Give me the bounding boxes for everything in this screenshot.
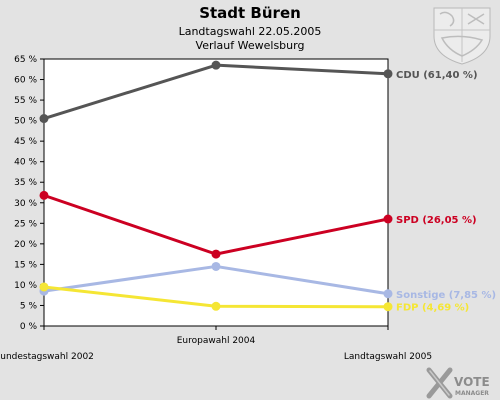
- x-axis: Bundestagswahl 2002 Europawahl 2004 Landta…: [0, 326, 432, 362]
- data-point-fdp: [383, 302, 393, 312]
- end-label-sonstige: Sonstige (7,85 %): [396, 290, 496, 301]
- y-axis: 0 % 5 % 10 % 15 % 20 % 25 % 30 % 35 % 40 % 45 % 50…: [14, 55, 44, 332]
- y-tick-label: 65 %: [14, 55, 37, 65]
- x-tick-label: Landtagswahl 2005: [344, 352, 432, 362]
- end-label-cdu: CDU (61,40 %): [396, 70, 478, 81]
- chart-title: Stadt Büren: [199, 4, 301, 22]
- y-tick-label: 20 %: [14, 240, 37, 250]
- end-label-layer: CDU (61,40 %) SPD (26,05 %) Sonstige (7,85…: [396, 70, 496, 314]
- data-point-fdp: [39, 282, 49, 292]
- y-tick-label: 25 %: [14, 219, 37, 229]
- data-point-spd: [39, 190, 49, 200]
- y-tick-label: 15 %: [14, 260, 37, 270]
- nrw-coat-of-arms-icon: [433, 7, 491, 65]
- end-label-fdp: FDP (4,69 %): [396, 303, 469, 314]
- x-tick-label: Europawahl 2004: [177, 336, 256, 346]
- y-tick-label: 45 %: [14, 137, 37, 147]
- y-tick-label: 0 %: [20, 322, 38, 332]
- data-point-cdu: [211, 60, 221, 70]
- y-tick-label: 55 %: [14, 96, 37, 106]
- y-tick-label: 5 %: [20, 301, 38, 311]
- logo-word-manager: MANAGER: [455, 390, 489, 397]
- x-mark-icon: [426, 367, 453, 399]
- y-tick-label: 50 %: [14, 117, 37, 127]
- y-tick-label: 40 %: [14, 158, 37, 168]
- y-tick-label: 30 %: [14, 199, 37, 209]
- data-point-fdp: [211, 301, 221, 311]
- data-point-cdu: [383, 69, 393, 79]
- chart-subtitle-area: Verlauf Wewelsburg: [196, 39, 305, 52]
- end-label-spd: SPD (26,05 %): [396, 215, 477, 226]
- data-point-sonstige: [211, 261, 221, 271]
- data-point-cdu: [39, 114, 49, 124]
- series-layer: [39, 60, 393, 312]
- votemanager-logo: VOTE MANAGER: [426, 367, 490, 399]
- data-point-spd: [383, 214, 393, 224]
- y-tick-label: 60 %: [14, 76, 37, 86]
- y-tick-label: 35 %: [14, 178, 37, 188]
- x-tick-label: Bundestagswahl 2002: [0, 352, 94, 362]
- data-point-sonstige: [383, 289, 393, 299]
- y-tick-label: 10 %: [14, 281, 37, 291]
- logo-word-vote: VOTE: [454, 375, 490, 389]
- data-point-spd: [211, 249, 221, 259]
- chart-subtitle-election: Landtagswahl 22.05.2005: [179, 25, 322, 38]
